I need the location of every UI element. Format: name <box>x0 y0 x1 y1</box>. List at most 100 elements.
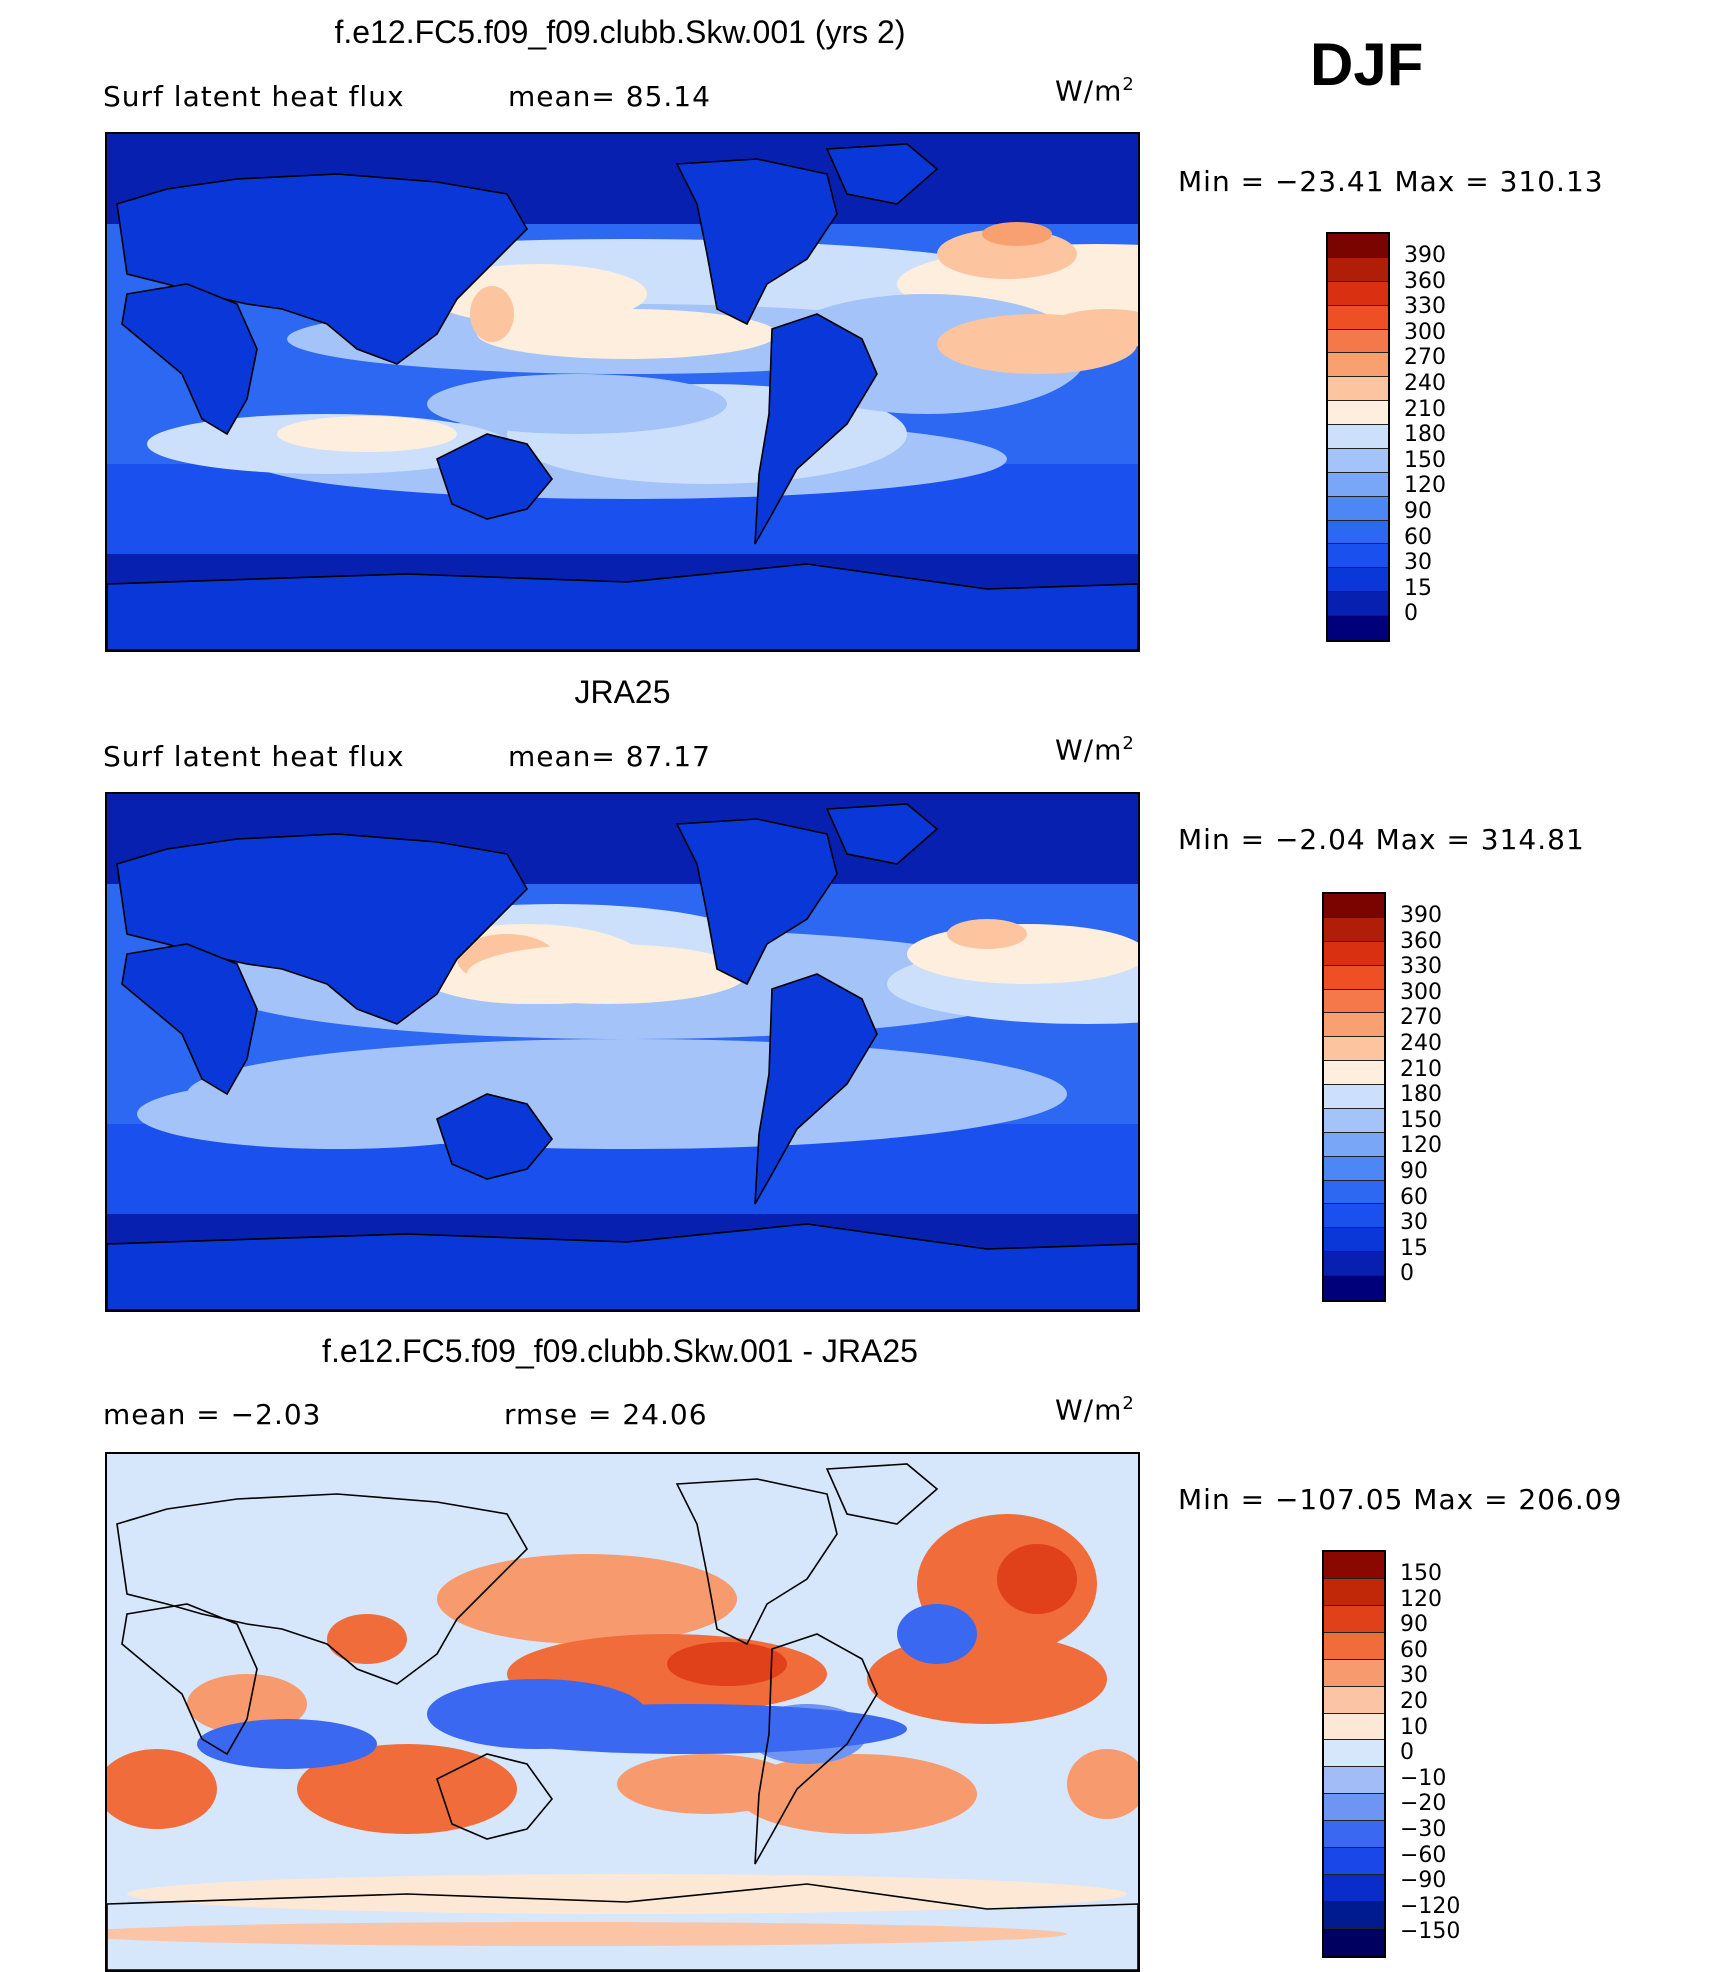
panel2-variable-label: Surf latent heat flux <box>103 740 405 773</box>
units-base: W/m <box>1055 1393 1123 1427</box>
units-exponent: 2 <box>1122 74 1135 95</box>
colorbar-swatch <box>1328 448 1388 473</box>
colorbar-tick-label: 330 <box>1404 294 1446 320</box>
colorbar-swatch <box>1324 1875 1384 1902</box>
colorbar-swatch <box>1324 1794 1384 1822</box>
colorbar-tick-label: 150 <box>1404 447 1446 473</box>
colorbar-swatch <box>1328 520 1388 545</box>
colorbar-tick-label: −20 <box>1400 1791 1447 1817</box>
colorbar-tick-label: 0 <box>1400 1261 1414 1287</box>
colorbar-tick-label: −30 <box>1400 1817 1447 1842</box>
colorbar-tick-label: 10 <box>1400 1714 1428 1740</box>
colorbar-swatch <box>1324 1632 1384 1660</box>
colorbar-tick-label: 60 <box>1400 1637 1428 1663</box>
panel2-units: W/m2 <box>1055 733 1135 766</box>
colorbar-tick-label: 300 <box>1400 979 1442 1005</box>
colorbar-swatch <box>1328 234 1388 258</box>
colorbar-swatch <box>1324 1108 1384 1133</box>
colorbar-swatch <box>1324 1156 1384 1181</box>
colorbar-tick-label: −60 <box>1400 1842 1447 1868</box>
colorbar-swatch <box>1328 329 1388 354</box>
colorbar-swatch <box>1324 1204 1384 1229</box>
colorbar-swatch <box>1324 1252 1384 1276</box>
colorbar-swatch <box>1328 377 1388 402</box>
colorbar-swatch <box>1324 1659 1384 1687</box>
units-base: W/m <box>1055 74 1123 108</box>
colorbar-swatch <box>1328 401 1388 425</box>
colorbar-swatch <box>1328 281 1388 306</box>
colorbar-tick-label: 300 <box>1404 319 1446 345</box>
panel3-title: f.e12.FC5.f09_f09.clubb.Skw.001 - JRA25 <box>322 1333 918 1369</box>
colorbar-swatch <box>1324 1061 1384 1085</box>
colorbar-swatch <box>1324 1578 1384 1606</box>
colorbar-swatch <box>1324 1228 1384 1253</box>
colorbar-tick-label: 15 <box>1404 575 1432 601</box>
colorbar-tick-label: 210 <box>1404 396 1446 422</box>
colorbar-swatch <box>1324 1013 1384 1038</box>
panel3-units: W/m2 <box>1055 1393 1135 1426</box>
colorbar-tick-label: 0 <box>1400 1740 1414 1766</box>
panel3-mean-label: mean = −2.03 <box>103 1398 322 1431</box>
colorbar-swatch <box>1324 1821 1384 1849</box>
panel3-colorbar <box>1322 1550 1386 1958</box>
colorbar-tick-label: 30 <box>1400 1210 1428 1236</box>
colorbar-tick-label: 60 <box>1400 1184 1428 1210</box>
panel3-minmax: Min = −107.05 Max = 206.09 <box>1178 1483 1623 1516</box>
colorbar-tick-label: 120 <box>1400 1586 1442 1612</box>
panel1-map-field <box>107 134 1138 650</box>
colorbar-tick-label: 120 <box>1400 1133 1442 1159</box>
colorbar-tick-label: 270 <box>1404 345 1446 371</box>
colorbar-swatch <box>1324 965 1384 990</box>
colorbar-swatch <box>1324 1901 1384 1929</box>
units-base: W/m <box>1055 733 1123 767</box>
colorbar-swatch <box>1328 305 1388 330</box>
colorbar-tick-label: −150 <box>1400 1919 1461 1945</box>
season-label: DJF <box>1310 31 1424 98</box>
colorbar-tick-label: 120 <box>1404 473 1446 499</box>
colorbar-swatch <box>1328 544 1388 569</box>
colorbar-swatch <box>1328 616 1388 640</box>
colorbar-swatch <box>1324 941 1384 966</box>
colorbar-swatch <box>1324 1928 1384 1956</box>
colorbar-tick-label: 150 <box>1400 1561 1442 1586</box>
colorbar-tick-label: 240 <box>1400 1031 1442 1056</box>
units-exponent: 2 <box>1122 733 1135 754</box>
colorbar-tick-label: 15 <box>1400 1235 1428 1261</box>
colorbar-tick-label: 90 <box>1400 1612 1428 1638</box>
colorbar-swatch <box>1324 1037 1384 1062</box>
colorbar-tick-label: 0 <box>1404 601 1418 627</box>
colorbar-swatch <box>1328 472 1388 497</box>
colorbar-tick-label: 240 <box>1404 371 1446 396</box>
colorbar-tick-label: 270 <box>1400 1005 1442 1031</box>
colorbar-tick-label: −10 <box>1400 1765 1447 1791</box>
colorbar-tick-label: 30 <box>1404 550 1432 576</box>
colorbar-swatch <box>1324 1767 1384 1795</box>
colorbar-swatch <box>1324 894 1384 918</box>
panel3-map <box>105 1452 1140 1972</box>
colorbar-swatch <box>1324 1552 1384 1579</box>
panel2-title: JRA25 <box>574 674 671 710</box>
panel2-mean-label: mean= 87.17 <box>508 740 711 773</box>
colorbar-tick-label: 30 <box>1400 1663 1428 1689</box>
colorbar-tick-label: 90 <box>1404 499 1432 524</box>
colorbar-tick-label: 180 <box>1400 1082 1442 1108</box>
colorbar-swatch <box>1324 917 1384 942</box>
colorbar-tick-label: 210 <box>1400 1056 1442 1082</box>
colorbar-swatch <box>1324 1180 1384 1205</box>
panel1-variable-label: Surf latent heat flux <box>103 80 405 113</box>
colorbar-swatch <box>1324 1740 1384 1768</box>
colorbar-swatch <box>1328 568 1388 593</box>
panel1-colorbar <box>1326 232 1390 642</box>
colorbar-tick-label: 90 <box>1400 1159 1428 1184</box>
colorbar-tick-label: 20 <box>1400 1689 1428 1714</box>
panel2-colorbar <box>1322 892 1386 1302</box>
panel2-minmax: Min = −2.04 Max = 314.81 <box>1178 823 1585 856</box>
units-exponent: 2 <box>1122 1393 1135 1414</box>
panel2-map <box>105 792 1140 1312</box>
colorbar-tick-label: 150 <box>1400 1107 1442 1133</box>
panel1-units: W/m2 <box>1055 74 1135 107</box>
colorbar-swatch <box>1328 592 1388 616</box>
colorbar-swatch <box>1324 1085 1384 1109</box>
colorbar-tick-label: 180 <box>1404 422 1446 448</box>
colorbar-swatch <box>1324 1605 1384 1633</box>
